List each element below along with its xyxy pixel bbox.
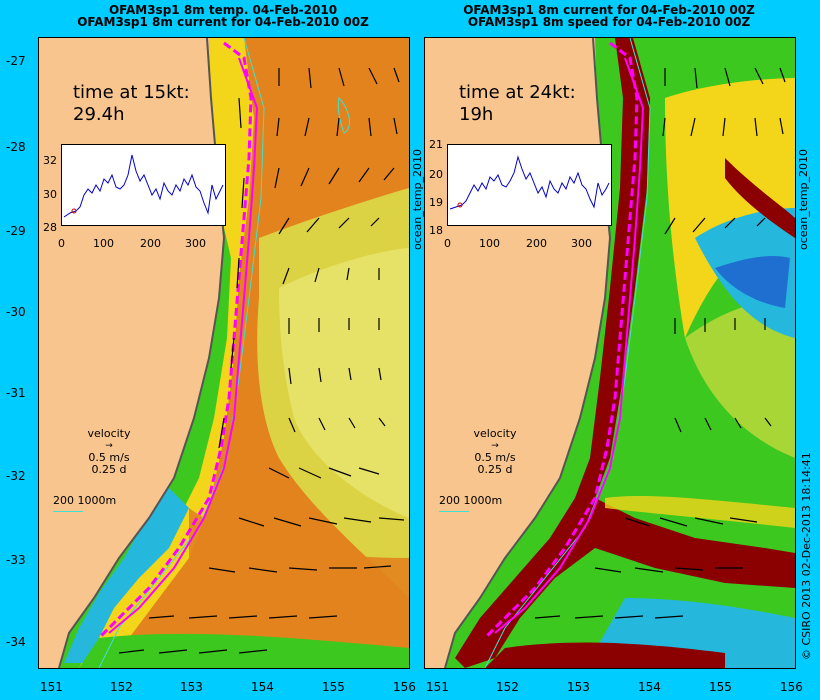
right-legend-speed: 0.5 m/s xyxy=(474,451,516,464)
right-title-line1: OFAM3sp1 8m current for 04-Feb-2010 00Z xyxy=(463,3,755,17)
y-tick-34: -34 xyxy=(6,635,26,649)
right-velocity-legend: velocity → 0.5 m/s 0.25 d xyxy=(465,428,525,476)
left-inset-ytick-32: 32 xyxy=(43,154,57,167)
right-legend-velocity: velocity xyxy=(473,427,517,440)
left-x-tick-151: 151 xyxy=(40,680,63,694)
y-tick-33: -33 xyxy=(6,553,26,567)
left-legend-velocity: velocity xyxy=(87,427,131,440)
left-depth-scale: 200 1000m xyxy=(53,494,116,512)
right-x-tick-155: 155 xyxy=(709,680,732,694)
left-legend-duration: 0.25 d xyxy=(91,463,127,476)
y-tick-28: -28 xyxy=(6,140,26,154)
left-depth-scale-line xyxy=(53,511,83,512)
right-title-line2: OFAM3sp1 8m speed for 04-Feb-2010 00Z xyxy=(467,15,751,29)
left-x-tick-154: 154 xyxy=(251,680,274,694)
right-speed-map: time at 24kt: 19h 21 20 19 18 0 100 200 … xyxy=(424,37,796,669)
right-map-graphic xyxy=(425,38,795,668)
y-tick-29: -29 xyxy=(6,224,26,238)
left-inset-timeseries xyxy=(61,144,226,226)
right-legend-arrow-icon: → xyxy=(491,441,499,451)
right-inset-ytick-19: 19 xyxy=(429,196,443,209)
left-map-graphic xyxy=(39,38,409,668)
left-title-line1: OFAM3sp1 8m temp. 04-Feb-2010 xyxy=(108,3,338,17)
left-x-tick-152: 152 xyxy=(110,680,133,694)
left-x-tick-155: 155 xyxy=(322,680,345,694)
right-x-tick-153: 153 xyxy=(567,680,590,694)
left-legend-arrow-icon: → xyxy=(105,441,113,451)
right-depth-scale-label: 200 1000m xyxy=(439,494,503,507)
right-depth-scale-line xyxy=(439,511,469,512)
left-time-label-line1: time at 15kt: xyxy=(73,82,190,103)
left-inset-xtick-0: 0 xyxy=(58,237,65,250)
right-inset-ytick-20: 20 xyxy=(429,168,443,181)
y-tick-32: -32 xyxy=(6,469,26,483)
right-x-tick-151: 151 xyxy=(426,680,449,694)
copyright-label: © CSIRO 2013 02-Dec-2013 18:14:41 xyxy=(800,452,813,660)
right-x-tick-154: 154 xyxy=(638,680,661,694)
right-time-label-line1: time at 24kt: xyxy=(459,82,576,103)
y-tick-27: -27 xyxy=(6,54,26,68)
right-x-tick-152: 152 xyxy=(496,680,519,694)
right-inset-ytick-18: 18 xyxy=(429,224,443,237)
left-inset-xtick-100: 100 xyxy=(93,237,114,250)
left-depth-scale-label: 200 1000m xyxy=(53,494,117,507)
left-inset-ytick-30: 30 xyxy=(43,188,57,201)
left-inset-line xyxy=(63,154,224,218)
left-x-tick-156: 156 xyxy=(393,680,416,694)
right-inset-ytick-21: 21 xyxy=(429,138,443,151)
right-inset-xtick-100: 100 xyxy=(479,237,500,250)
right-inset-line xyxy=(449,155,610,210)
right-x-tick-156: 156 xyxy=(780,680,803,694)
left-velocity-legend: velocity → 0.5 m/s 0.25 d xyxy=(79,428,139,476)
right-time-label-line2: 19h xyxy=(459,104,494,125)
left-x-tick-153: 153 xyxy=(180,680,203,694)
right-depth-scale: 200 1000m xyxy=(439,494,502,512)
left-legend-speed: 0.5 m/s xyxy=(88,451,130,464)
right-legend-duration: 0.25 d xyxy=(477,463,513,476)
left-inset-xtick-200: 200 xyxy=(140,237,161,250)
right-side-label: ocean_temp_2010 xyxy=(797,148,810,250)
right-inset-xtick-200: 200 xyxy=(526,237,547,250)
left-title-line2: OFAM3sp1 8m current for 04-Feb-2010 00Z xyxy=(77,15,369,29)
left-inset-xtick-300: 300 xyxy=(185,237,206,250)
left-side-label: ocean_temp_2010 xyxy=(411,148,424,250)
right-inset-xtick-300: 300 xyxy=(571,237,592,250)
left-time-label-line2: 29.4h xyxy=(73,104,125,125)
left-temperature-map: time at 15kt: 29.4h 32 30 28 0 100 200 3… xyxy=(38,37,410,669)
y-tick-31: -31 xyxy=(6,386,26,400)
y-tick-30: -30 xyxy=(6,305,26,319)
left-inset-ytick-28: 28 xyxy=(43,221,57,234)
right-inset-xtick-0: 0 xyxy=(444,237,451,250)
right-inset-timeseries xyxy=(447,144,612,226)
